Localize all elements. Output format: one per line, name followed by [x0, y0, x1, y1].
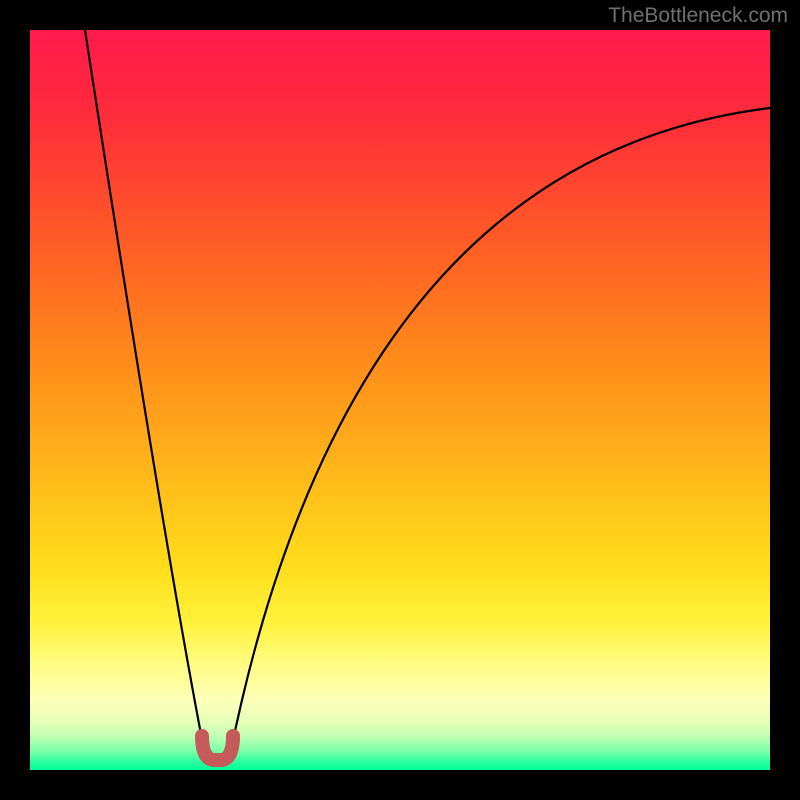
watermark-text: TheBottleneck.com: [608, 4, 788, 28]
gradient-background: [30, 30, 770, 770]
bottleneck-chart: [0, 0, 800, 800]
plot-area: [30, 30, 770, 770]
chart-container: TheBottleneck.com: [0, 0, 800, 800]
